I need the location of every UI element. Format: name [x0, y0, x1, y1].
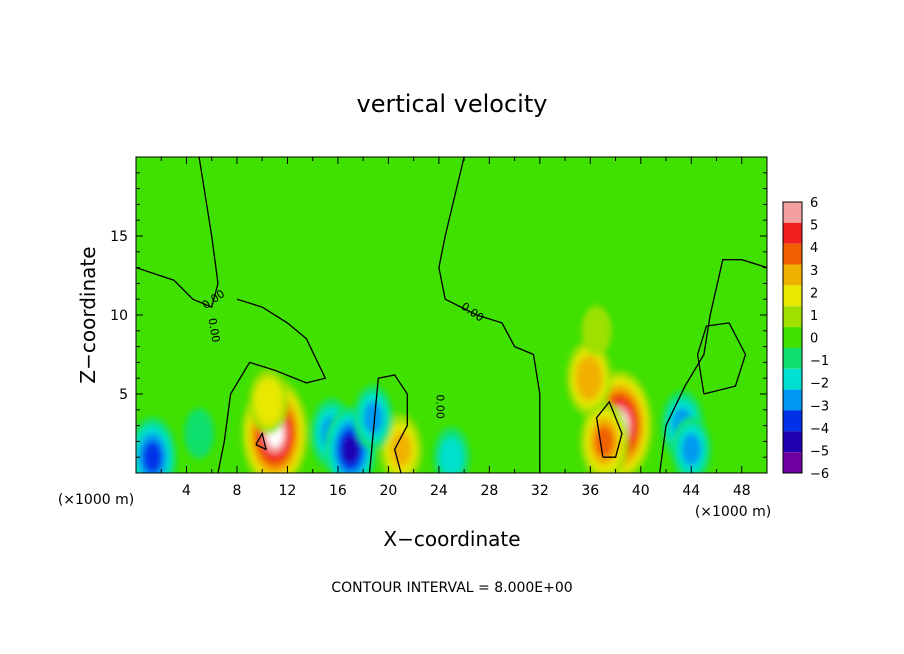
colorbar-segment-12: [783, 452, 802, 473]
feature-9: [353, 385, 393, 451]
y-ticks-layer: 5 10 15: [110, 172, 767, 458]
colorbar-segment-0: [783, 202, 802, 223]
feature-1-level-4: [263, 393, 274, 411]
feature-11: [184, 408, 215, 459]
colorbar-segment-6: [783, 327, 802, 348]
colorbar-segment-10: [783, 410, 802, 432]
features-layer: [136, 246, 711, 473]
feature-3: [566, 340, 612, 416]
zero-contour-0: [136, 157, 219, 308]
contour-interval-note: CONTOUR INTERVAL = 8.000E+00: [331, 580, 572, 596]
x-tick-label-16: 16: [329, 483, 347, 499]
feature-14: [433, 427, 470, 473]
y-axis-label: Z−coordinate: [76, 246, 100, 383]
colorbar: 6 5 4 3 2 1 0 −1 −2 −3 −4 −5 −6: [782, 196, 829, 482]
colorbar-segment-2: [783, 243, 802, 265]
x-tick-label-44: 44: [682, 483, 700, 499]
feature-4-level-5: [599, 433, 610, 450]
feature-15-level-2: [318, 256, 332, 279]
colorbar-segment-1: [783, 222, 802, 244]
colorbar-label-1: 5: [810, 219, 818, 234]
zero-contour-1: [217, 298, 327, 473]
feature-9-level-4: [368, 409, 379, 426]
zero-contour-6: [368, 374, 408, 473]
x-tick-label-24: 24: [430, 483, 448, 499]
colorbar-segment-4: [783, 285, 802, 307]
feature-3-level-5: [584, 370, 594, 386]
feature-13: [671, 416, 711, 473]
plot-area: 0.000.000.000.00 4 8 12 16 20 24 28 32 36 40 44 48 …: [110, 156, 768, 499]
colorbar-segment-7: [783, 347, 802, 369]
x-axis-label: X−coordinate: [383, 527, 520, 551]
feature-8-level-6: [346, 442, 355, 457]
x-tick-label-48: 48: [733, 483, 751, 499]
feature-10-level-5: [147, 449, 158, 466]
feature-4: [580, 401, 629, 473]
colorbar-label-5: 1: [810, 309, 818, 324]
zero-contour-3: [659, 259, 767, 473]
feature-13-level-4: [686, 441, 697, 458]
colorbar-label-10: −4: [810, 422, 829, 437]
x-tick-label-20: 20: [379, 483, 397, 499]
zero-contour-7: [595, 400, 623, 458]
feature-11-level-2: [191, 421, 207, 446]
colorbar-label-0: 6: [810, 196, 818, 211]
colorbar-segment-11: [783, 431, 802, 453]
colorbar-segment-8: [783, 368, 802, 390]
x-tick-label-28: 28: [480, 483, 498, 499]
x-tick-label-36: 36: [581, 483, 599, 499]
contours-layer: [136, 157, 767, 473]
colorbar-segment-5: [783, 306, 802, 328]
colorbar-label-3: 3: [810, 264, 818, 279]
x-tick-label-12: 12: [279, 483, 297, 499]
colorbar-frame: [782, 201, 803, 474]
colorbar-label-7: −1: [810, 354, 829, 369]
colorbar-label-9: −3: [810, 399, 829, 414]
colorbar-label-4: 2: [810, 286, 818, 301]
x-ticks-layer: 4 8 12 16 20 24 28 32 36 40 44 48: [160, 157, 751, 499]
colorbar-label-6: 0: [810, 332, 818, 347]
feature-10: [136, 417, 177, 473]
y-unit-label: (×1000 m): [58, 492, 134, 508]
feature-6-level-2: [589, 318, 605, 344]
contour-label-3: 0.00: [433, 394, 446, 419]
feature-14-level-3: [445, 447, 458, 468]
x-tick-label-8: 8: [232, 483, 241, 499]
zero-contour-2: [438, 157, 541, 473]
colorbar-label-12: −6: [810, 467, 829, 482]
y-tick-label-5: 5: [119, 387, 128, 403]
x-tick-label-4: 4: [182, 483, 191, 499]
feature-5-level-4: [395, 440, 407, 459]
colorbar-label-8: −2: [810, 377, 829, 392]
colorbar-label-2: 4: [810, 241, 818, 256]
feature-6: [581, 305, 612, 356]
zero-contour-5: [255, 431, 267, 451]
x-tick-label-40: 40: [632, 483, 650, 499]
zero-contour-4: [696, 322, 747, 395]
colorbar-segment-3: [783, 264, 802, 286]
x-unit-label: (×1000 m): [695, 504, 771, 520]
y-tick-label-15: 15: [110, 229, 128, 245]
chart-title: vertical velocity: [357, 90, 548, 118]
feature-1: [249, 369, 289, 435]
colorbar-segment-9: [783, 389, 802, 411]
contour-label-2: 0.00: [205, 317, 222, 343]
feature-15: [312, 246, 339, 290]
y-tick-label-10: 10: [110, 308, 128, 324]
colorbar-label-11: −5: [810, 444, 829, 459]
x-tick-label-32: 32: [531, 483, 549, 499]
